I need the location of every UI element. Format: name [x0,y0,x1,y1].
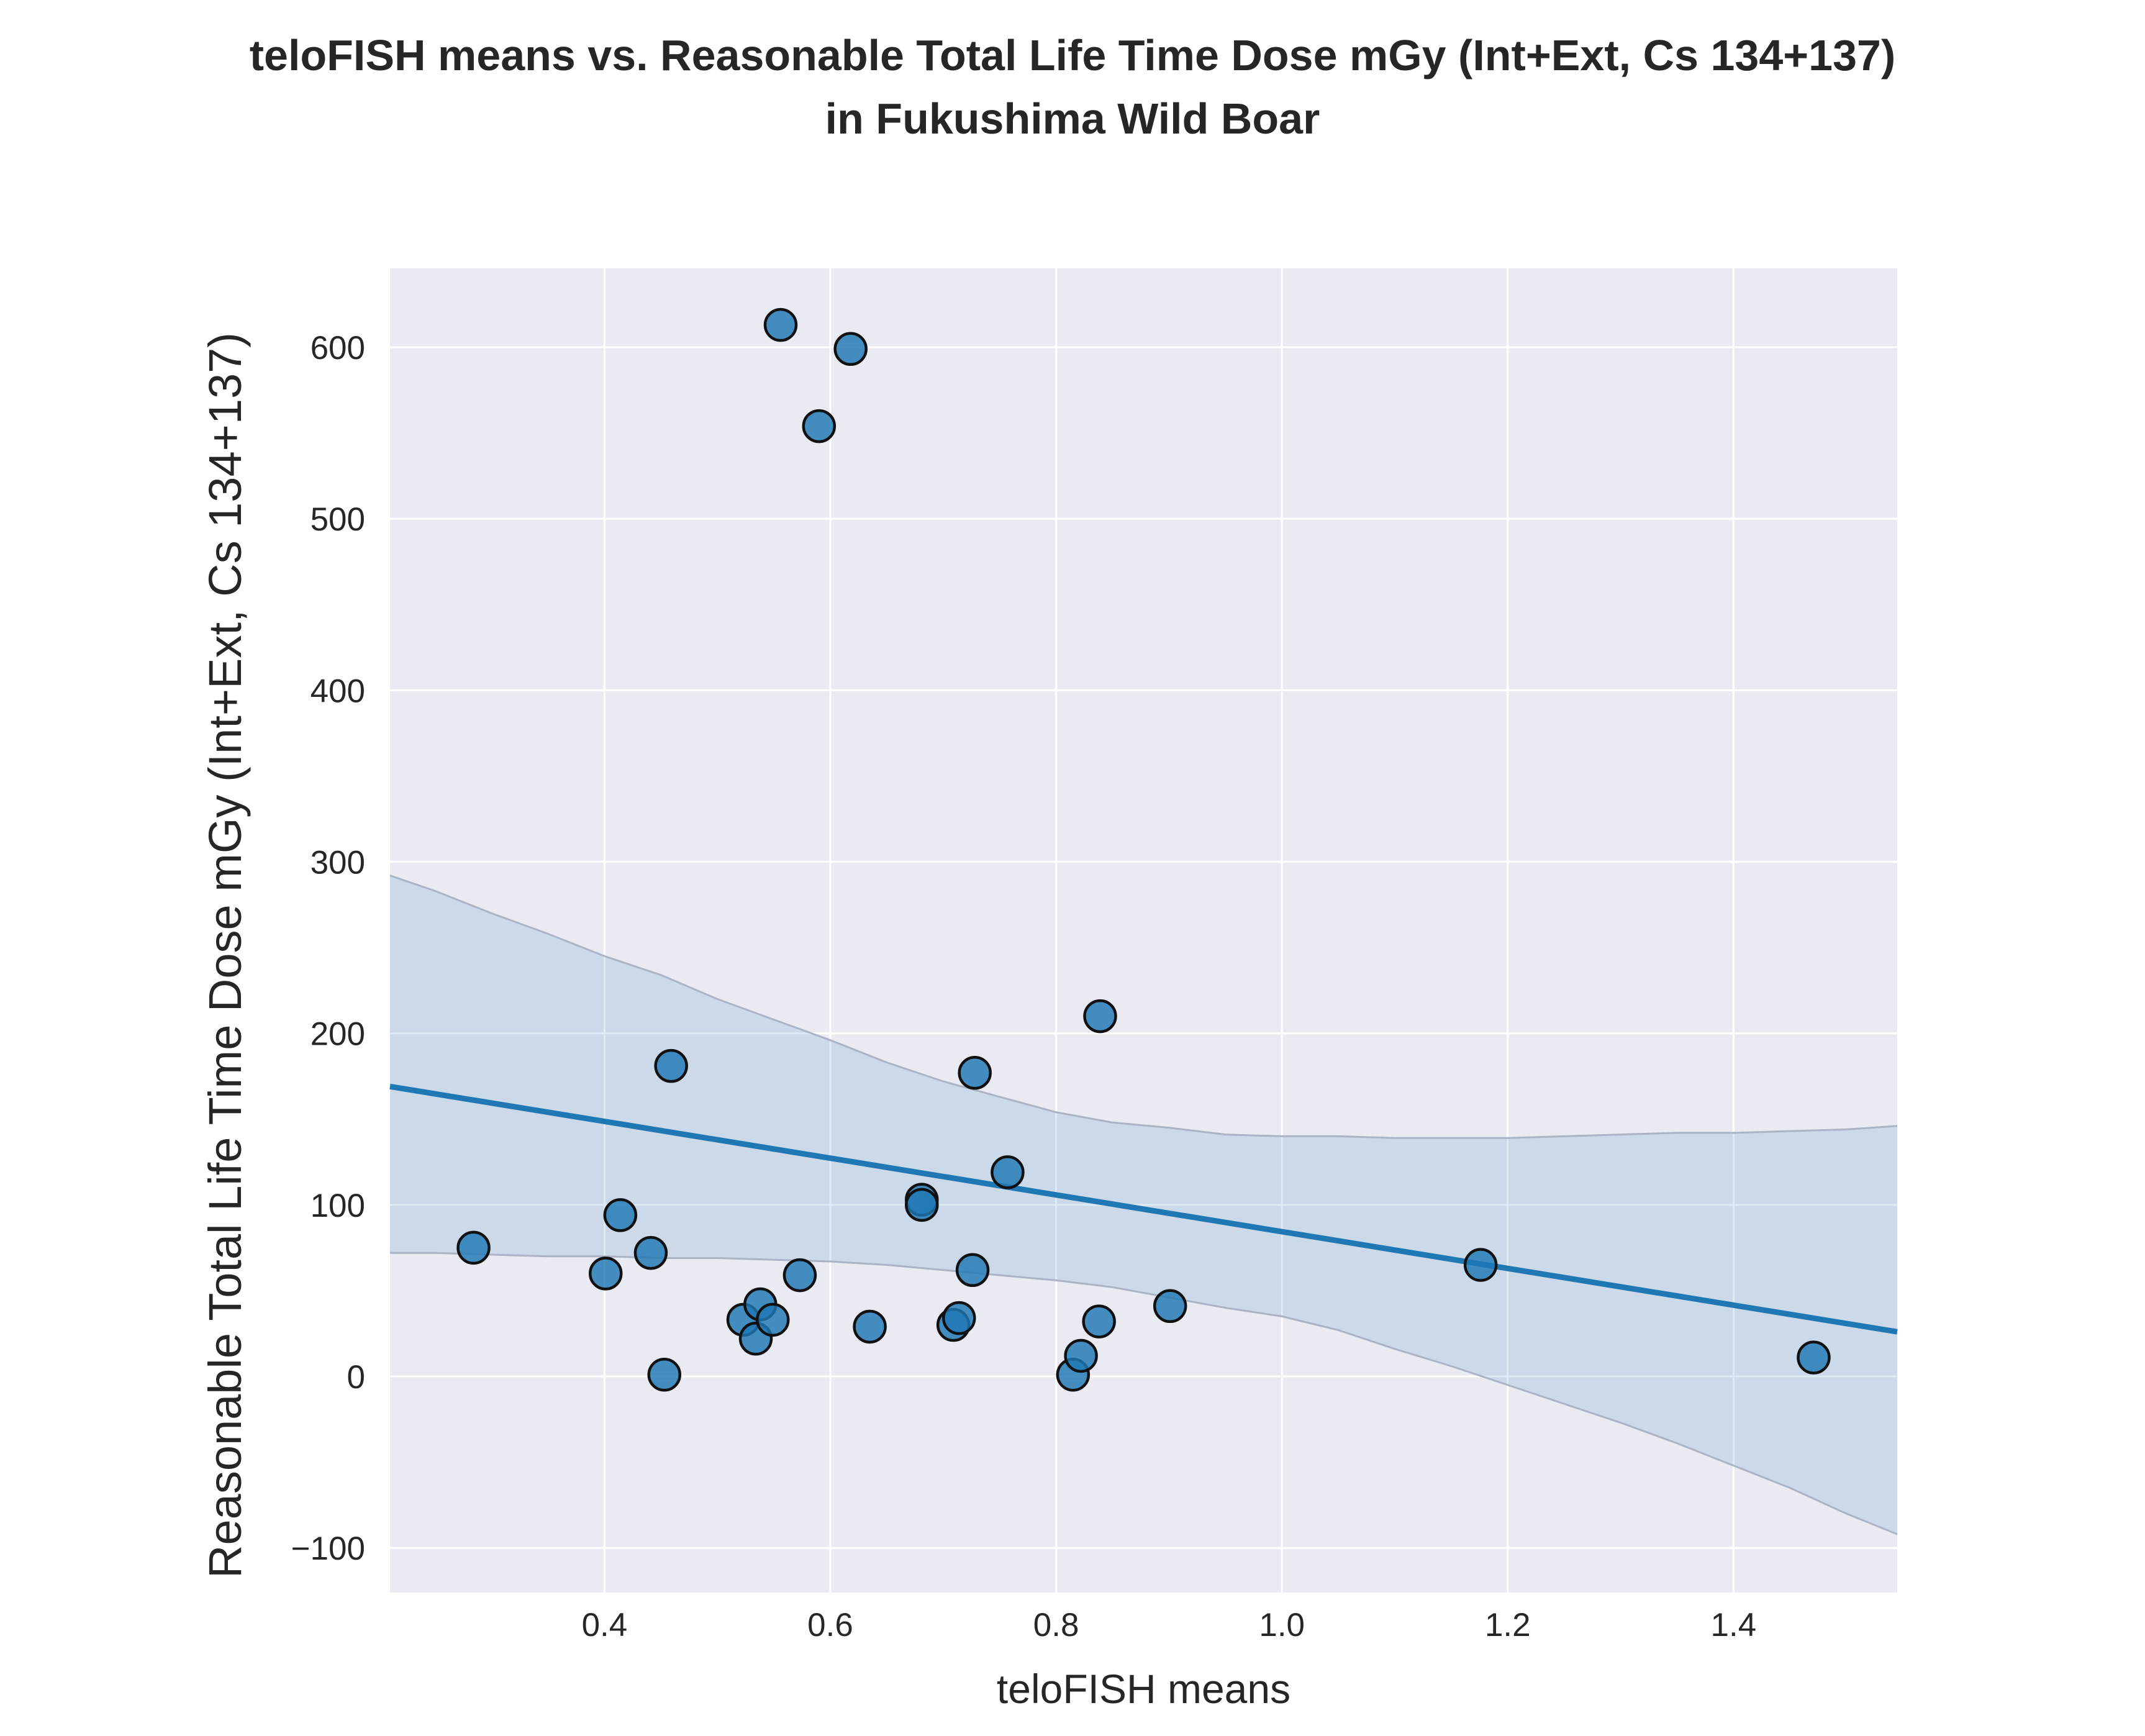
y-tick-label: 300 [311,845,365,881]
data-point [1797,1340,1831,1375]
data-point [633,1235,668,1270]
data-point [763,307,798,342]
data-point [905,1188,939,1222]
confidence-band-area [390,875,1897,1535]
y-tick-label: 400 [311,673,365,709]
confidence-band-upper-edge [389,875,1898,1139]
data-point [654,1048,688,1083]
y-tick-label: 500 [311,501,365,538]
data-point [456,1230,491,1265]
regression-line [389,1083,1898,1335]
grid-lines [390,268,1897,1593]
data-point [1083,999,1117,1034]
data-point [1082,1304,1116,1338]
x-tick-label: 0.4 [582,1607,628,1643]
y-tick-label: 600 [311,330,365,366]
y-axis-label: Reasonable Total Life Time Dose mGy (Int… [199,332,251,1578]
data-point [833,332,868,366]
x-tick-label: 1.0 [1259,1607,1305,1643]
x-tick-label: 1.4 [1711,1607,1757,1643]
regression-line-path [389,1083,1898,1335]
data-point [958,1055,992,1090]
data-point [756,1302,790,1337]
x-axis-label: teloFISH means [997,1666,1290,1712]
data-point [1064,1338,1098,1373]
y-tick-label: 100 [311,1188,365,1224]
x-tick-label: 0.8 [1033,1607,1079,1643]
chart-title: teloFISH means vs. Reasonable Total Life… [0,24,2145,150]
x-tick-label: 1.2 [1485,1607,1531,1643]
y-tick-label: −100 [291,1530,365,1567]
data-point [853,1309,887,1344]
data-points [456,307,1831,1392]
data-point [955,1253,990,1288]
data-point [991,1155,1025,1189]
chart-title-line-2: in Fukushima Wild Boar [825,94,1320,143]
data-point [1463,1248,1498,1282]
data-point [647,1358,682,1392]
confidence-band-lower-edge [390,1252,1898,1535]
y-tick-label: 200 [311,1016,365,1053]
x-tick-label: 0.6 [807,1607,853,1643]
confidence-band [389,875,1898,1535]
data-point [802,409,837,443]
y-tick-label: 0 [347,1359,365,1396]
y-axis-ticks: −100 0 100 200 300 400 500 600 [291,330,365,1567]
data-point [603,1198,638,1232]
plot-area [390,268,1897,1593]
data-point [588,1257,623,1291]
data-point [782,1258,817,1293]
data-point [1153,1289,1187,1324]
chart-title-line-1: teloFISH means vs. Reasonable Total Life… [249,31,1896,80]
x-axis-ticks: 0.4 0.6 0.8 1.0 1.2 1.4 [582,1607,1757,1643]
data-point [942,1301,976,1335]
